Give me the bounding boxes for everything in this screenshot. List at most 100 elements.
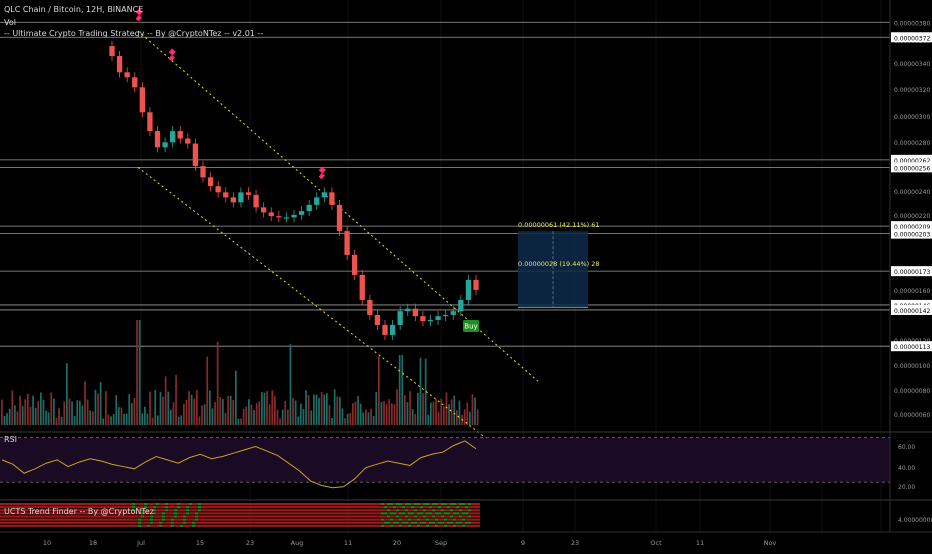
trend-cell: [36, 512, 39, 515]
y-tick-label: 0.00000340: [894, 61, 930, 68]
trend-cell: [138, 518, 141, 521]
trend-cell: [135, 512, 138, 515]
trend-cell: [330, 512, 333, 515]
trend-cell: [102, 515, 105, 518]
volume-bar: [159, 391, 162, 425]
trend-cell: [195, 509, 198, 512]
volume-bar: [167, 391, 170, 425]
trend-cell: [90, 518, 93, 521]
rsi-label: RSI: [4, 435, 17, 444]
trend-cell: [339, 524, 342, 527]
trend-cell: [342, 518, 345, 521]
trend-cell: [189, 515, 192, 518]
trend-cell: [51, 509, 54, 512]
trend-cell: [171, 509, 174, 512]
trend-cell: [312, 509, 315, 512]
trend-cell: [264, 524, 267, 527]
trend-cell: [474, 524, 477, 527]
price-label-box: [891, 299, 932, 310]
trend-cell: [312, 515, 315, 518]
trend-cell: [39, 518, 42, 521]
volume-bar: [346, 413, 349, 425]
volume-bar: [453, 395, 456, 425]
trend-cell: [402, 503, 405, 506]
trend-cell: [57, 509, 60, 512]
trend-cell: [285, 512, 288, 515]
trend-cell: [144, 521, 147, 524]
trend-cell: [111, 512, 114, 515]
price-label: 0.00000113: [894, 344, 930, 351]
trend-cell: [159, 503, 162, 506]
trend-cell: [315, 518, 318, 521]
trend-cell: [33, 509, 36, 512]
trend-cell: [270, 518, 273, 521]
trend-cell: [450, 506, 453, 509]
trend-cell: [66, 506, 69, 509]
trend-cell: [237, 515, 240, 518]
trend-cell: [123, 521, 126, 524]
trend-cell: [459, 524, 462, 527]
trend-cell: [180, 518, 183, 521]
volume-bar: [328, 405, 331, 425]
volume-bar: [427, 414, 430, 425]
volume-bar: [136, 320, 138, 425]
trend-cell: [315, 509, 318, 512]
trend-cell: [24, 515, 27, 518]
trend-cell: [21, 518, 24, 521]
trend-cell: [312, 503, 315, 506]
volume-bar: [21, 405, 24, 425]
trend-cell: [447, 509, 450, 512]
trend-cell: [174, 503, 177, 506]
price-label-box: [891, 228, 932, 239]
volume-bar: [86, 399, 89, 425]
trend-cell: [195, 521, 198, 524]
trend-cell: [180, 524, 183, 527]
trend-cell: [78, 521, 81, 524]
trend-cell: [153, 503, 156, 506]
trend-cell: [360, 515, 363, 518]
trend-cell: [252, 506, 255, 509]
trend-cell: [99, 515, 102, 518]
trend-cell: [201, 521, 204, 524]
trend-cell: [153, 515, 156, 518]
trend-cell: [222, 509, 225, 512]
volume-bar: [125, 413, 128, 425]
trend-cell: [336, 518, 339, 521]
trend-cell: [450, 512, 453, 515]
volume-bar: [11, 390, 14, 425]
trend-cell: [378, 509, 381, 512]
trend-cell: [258, 518, 261, 521]
trend-cell: [225, 503, 228, 506]
trend-cell: [312, 506, 315, 509]
trend-cell: [201, 524, 204, 527]
trend-cell: [168, 503, 171, 506]
trend-cell: [315, 503, 318, 506]
trend-cell: [471, 503, 474, 506]
trend-cell: [120, 515, 123, 518]
trend-cell: [186, 518, 189, 521]
trend-cell: [66, 524, 69, 527]
trend-cell: [339, 503, 342, 506]
trend-cell: [423, 503, 426, 506]
trend-cell: [6, 521, 9, 524]
trend-cell: [450, 509, 453, 512]
trend-cell: [396, 518, 399, 521]
trend-cell: [471, 509, 474, 512]
candle-body: [207, 177, 214, 187]
trend-cell: [327, 512, 330, 515]
trend-cell: [333, 512, 336, 515]
trend-cell: [153, 512, 156, 515]
trend-cell: [417, 524, 420, 527]
trend-cell: [87, 512, 90, 515]
volume-label: Vol: [4, 18, 16, 27]
trend-cell: [87, 521, 90, 524]
trend-cell: [303, 524, 306, 527]
trend-cell: [420, 524, 423, 527]
trend-cell: [66, 515, 69, 518]
trend-cell: [207, 518, 210, 521]
trend-cell: [285, 509, 288, 512]
trend-cell: [432, 518, 435, 521]
volume-bar: [110, 416, 112, 425]
